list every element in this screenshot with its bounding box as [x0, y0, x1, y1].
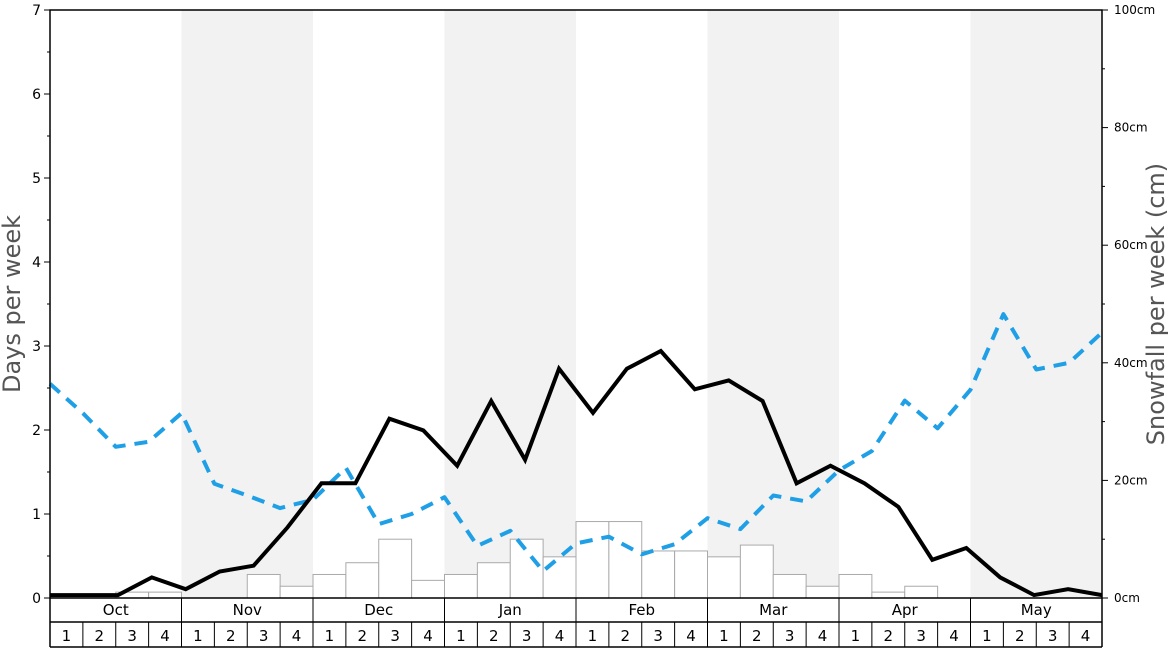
week-label-nov-4: 4 [292, 627, 302, 645]
week-label-dec-3: 3 [390, 627, 400, 645]
bar-week-24 [805, 585, 840, 599]
week-label-feb-2: 2 [621, 627, 631, 645]
right-tick-label-5: 100cm [1114, 3, 1155, 17]
month-label-dec: Dec [364, 601, 393, 619]
bar-week-16 [542, 556, 577, 599]
month-shading [181, 10, 1102, 598]
shade-mar [707, 10, 839, 598]
right-axis: 0cm 20cm 40cm 60cm 80cm 100cm [1102, 3, 1155, 605]
bar-week-23 [772, 573, 807, 599]
bar-week-4 [148, 591, 182, 599]
week-label-feb-3: 3 [653, 627, 663, 645]
week-label-jan-3: 3 [522, 627, 532, 645]
chart-lines [48, 312, 1104, 598]
week-label-feb-1: 1 [588, 627, 598, 645]
week-label-jan-1: 1 [456, 627, 466, 645]
week-label-dec-1: 1 [325, 627, 335, 645]
month-label-may: May [1021, 601, 1052, 619]
week-label-mar-4: 4 [818, 627, 828, 645]
month-label-feb: Feb [628, 601, 655, 619]
bar-week-14 [476, 562, 511, 599]
right-tick-label-4: 80cm [1114, 121, 1148, 135]
right-axis-title: Snowfall per week (cm) [1142, 163, 1168, 445]
right-tick-label-0: 0cm [1114, 591, 1140, 605]
right-tick-label-2: 40cm [1114, 356, 1148, 370]
bar-week-19 [641, 550, 676, 599]
week-label-mar-2: 2 [752, 627, 762, 645]
snowfall-line [50, 348, 1103, 598]
month-label-oct: Oct [103, 601, 129, 619]
week-label-oct-1: 1 [62, 627, 72, 645]
left-tick-label-2: 2 [32, 423, 41, 439]
bar-week-12 [411, 579, 445, 599]
bar-week-9 [312, 573, 347, 599]
week-label-dec-4: 4 [423, 627, 433, 645]
bar-week-7 [246, 573, 281, 599]
month-label-apr: Apr [892, 601, 919, 619]
week-label-oct-3: 3 [127, 627, 137, 645]
week-label-may-3: 3 [1048, 627, 1058, 645]
bar-week-20 [674, 550, 708, 599]
week-label-apr-3: 3 [916, 627, 926, 645]
week-label-nov-1: 1 [193, 627, 203, 645]
week-label-jan-2: 2 [489, 627, 499, 645]
week-label-apr-4: 4 [949, 627, 959, 645]
right-tick-label-1: 20cm [1114, 473, 1148, 487]
left-axis-title: Days per week [0, 215, 26, 393]
shade-nov [181, 10, 313, 598]
bar-week-26 [871, 591, 906, 599]
left-tick-label-7: 7 [32, 3, 41, 19]
left-tick-label-1: 1 [32, 507, 41, 523]
month-label-mar: Mar [759, 601, 788, 619]
bar-week-11 [378, 538, 413, 599]
week-label-may-1: 1 [982, 627, 992, 645]
month-week-axis: Oct 1 2 3 4 Nov 1 2 3 4 Dec 1 2 3 4 Jan 1 2 3 4 Feb 1 2 3 4 Mar 1 2… [49, 598, 1103, 648]
week-label-apr-2: 2 [884, 627, 894, 645]
right-tick-label-3: 60cm [1114, 238, 1148, 252]
week-label-mar-1: 1 [719, 627, 729, 645]
bar-week-21 [707, 556, 741, 599]
left-tick-label-4: 4 [32, 255, 41, 271]
left-axis: 0 1 2 3 4 5 6 7 [32, 3, 50, 607]
left-tick-label-0: 0 [32, 591, 41, 607]
bar-week-10 [345, 562, 380, 599]
days-bars [115, 521, 939, 599]
month-label-jan: Jan [498, 601, 522, 619]
bar-week-22 [739, 544, 774, 599]
left-tick-label-6: 6 [32, 87, 41, 103]
bar-week-25 [838, 573, 873, 599]
week-label-may-2: 2 [1015, 627, 1025, 645]
left-tick-label-5: 5 [32, 171, 41, 187]
week-label-feb-4: 4 [686, 627, 696, 645]
dashed-days-line [48, 312, 1104, 574]
week-label-nov-2: 2 [226, 627, 236, 645]
week-label-nov-3: 3 [259, 627, 269, 645]
week-label-jan-4: 4 [555, 627, 565, 645]
week-label-mar-3: 3 [785, 627, 795, 645]
week-label-may-4: 4 [1081, 627, 1091, 645]
bar-week-13 [444, 573, 478, 599]
shade-may [970, 10, 1102, 598]
left-tick-label-3: 3 [32, 339, 41, 355]
shade-jan [444, 10, 576, 598]
week-label-oct-2: 2 [95, 627, 105, 645]
bar-week-18 [608, 521, 643, 599]
week-label-oct-4: 4 [160, 627, 170, 645]
bar-week-8 [279, 585, 314, 599]
week-label-apr-1: 1 [851, 627, 861, 645]
month-label-nov: Nov [233, 601, 262, 619]
bar-week-27 [904, 585, 939, 599]
week-label-dec-2: 2 [358, 627, 368, 645]
bar-week-17 [575, 521, 610, 599]
